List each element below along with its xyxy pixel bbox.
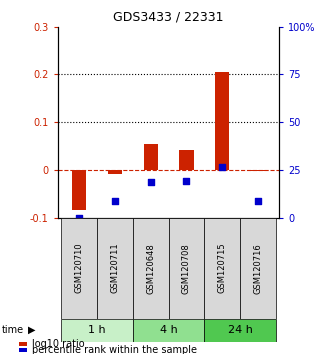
Bar (215, 72, 229, 170)
Text: 1 h: 1 h (88, 325, 106, 335)
Text: time: time (2, 325, 24, 335)
Bar (179, 150, 194, 170)
Point (148, 179, 153, 185)
Point (77, 215, 82, 221)
FancyBboxPatch shape (204, 319, 276, 342)
Bar (72, 170, 86, 210)
Text: GSM120715: GSM120715 (218, 243, 227, 293)
FancyBboxPatch shape (97, 218, 133, 319)
Text: GSM120710: GSM120710 (75, 243, 84, 293)
FancyBboxPatch shape (133, 218, 169, 319)
Bar (251, 170, 265, 171)
Text: 24 h: 24 h (228, 325, 252, 335)
Point (220, 164, 225, 170)
Point (255, 199, 260, 204)
Text: ▶: ▶ (28, 325, 35, 335)
FancyBboxPatch shape (169, 218, 204, 319)
Text: GSM120711: GSM120711 (110, 243, 119, 293)
Text: GSM120648: GSM120648 (146, 243, 155, 293)
FancyBboxPatch shape (133, 319, 204, 342)
Bar (143, 144, 158, 170)
Point (184, 178, 189, 184)
FancyBboxPatch shape (240, 218, 276, 319)
FancyBboxPatch shape (61, 218, 97, 319)
FancyBboxPatch shape (61, 319, 133, 342)
Text: GSM120716: GSM120716 (253, 243, 262, 293)
Text: 4 h: 4 h (160, 325, 178, 335)
Point (112, 199, 117, 204)
Text: log10 ratio: log10 ratio (32, 339, 85, 349)
Title: GDS3433 / 22331: GDS3433 / 22331 (113, 11, 224, 24)
Text: GSM120708: GSM120708 (182, 243, 191, 293)
FancyBboxPatch shape (204, 218, 240, 319)
Bar (108, 170, 122, 174)
Text: percentile rank within the sample: percentile rank within the sample (32, 345, 197, 354)
